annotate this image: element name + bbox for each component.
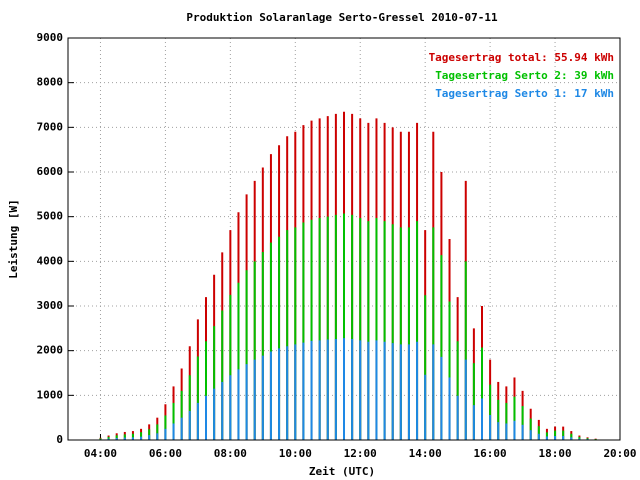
x-tick-label: 16:00 (474, 447, 507, 460)
y-tick-label: 2000 (37, 344, 64, 357)
y-axis-label: Leistung [W] (7, 199, 20, 278)
y-tick-label: 5000 (37, 210, 64, 223)
x-tick-label: 04:00 (84, 447, 117, 460)
legend-entry: Tagesertrag total: 55.94 kWh (429, 51, 614, 64)
chart-title: Produktion Solaranlage Serto-Gressel 201… (186, 11, 498, 24)
y-tick-label: 7000 (37, 120, 64, 133)
x-tick-label: 08:00 (214, 447, 247, 460)
plot-frame (67, 37, 621, 441)
y-tick-label: 0 (56, 433, 63, 446)
x-axis-label: Zeit (UTC) (309, 465, 375, 478)
y-tick-label: 3000 (37, 299, 64, 312)
y-tick-label: 4000 (37, 254, 64, 267)
x-tick-label: 10:00 (279, 447, 312, 460)
x-tick-label: 20:00 (603, 447, 636, 460)
x-tick-label: 06:00 (149, 447, 182, 460)
x-tick-label: 18:00 (538, 447, 571, 460)
marks (99, 111, 605, 440)
legend-entry: Tagesertrag Serto 1: 17 kWh (435, 87, 614, 100)
y-tick-label: 6000 (37, 165, 64, 178)
x-tick-label: 12:00 (344, 447, 377, 460)
y-tick-label: 1000 (37, 388, 64, 401)
x-tick-label: 14:00 (409, 447, 442, 460)
y-tick-label: 9000 (37, 31, 64, 44)
y-tick-label: 8000 (37, 76, 64, 89)
legend-entry: Tagesertrag Serto 2: 39 kWh (435, 69, 614, 82)
